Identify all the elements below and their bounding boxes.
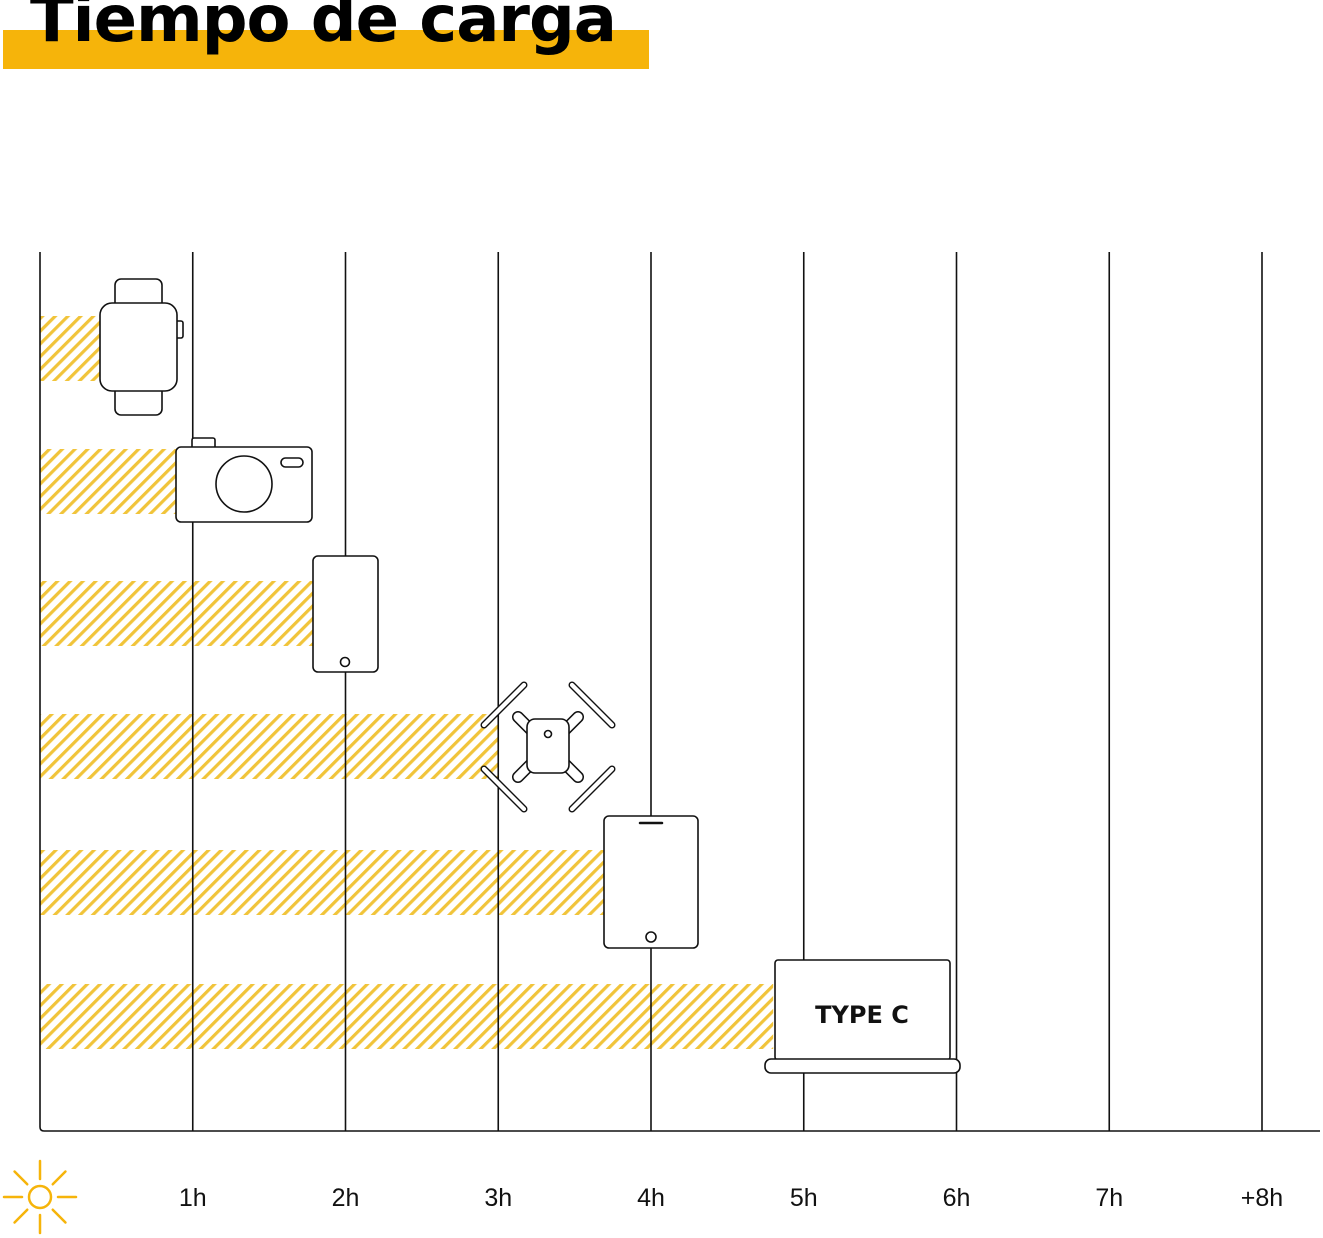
title-highlight-bar [3,30,649,69]
x-tick-label: 3h [484,1184,512,1212]
axes-line [39,252,1320,1132]
sun-ray [13,1170,29,1186]
smartwatch-icon [99,278,184,416]
bar-camera [40,449,178,514]
device-icons-layer: TYPE C [99,278,961,1074]
sun-icon [2,1159,78,1235]
x-tick-label: 7h [1095,1184,1123,1212]
x-tick-label: 6h [943,1184,971,1212]
bar-smartwatch [40,316,102,381]
sun-ray [13,1208,29,1224]
sun-ray [51,1208,67,1224]
laptop-type-c-label: TYPE C [815,1001,909,1029]
x-tick-label: 2h [332,1184,360,1212]
sun-ray [51,1170,67,1186]
x-tick-label: +8h [1241,1184,1283,1212]
drone-icon [480,681,616,813]
tablet-icon [603,815,699,949]
x-tick-labels-layer: 1h 2h 3h 4h 5h 6h 7h +8h [179,1184,1283,1212]
smartphone-icon [312,555,379,673]
laptop-icon: TYPE C [764,959,961,1074]
x-tick-label: 1h [179,1184,207,1212]
bar-smartphone [40,581,315,646]
sun-core [27,1184,53,1210]
title-block: Tiempo de carga [0,0,660,80]
bar-drone [40,714,499,779]
bar-laptop [40,984,774,1049]
x-tick-label: 4h [637,1184,665,1212]
bar-tablet [40,850,606,915]
chart-title: Tiempo de carga [30,0,617,57]
x-tick-label: 5h [790,1184,818,1212]
camera-icon [175,437,313,523]
